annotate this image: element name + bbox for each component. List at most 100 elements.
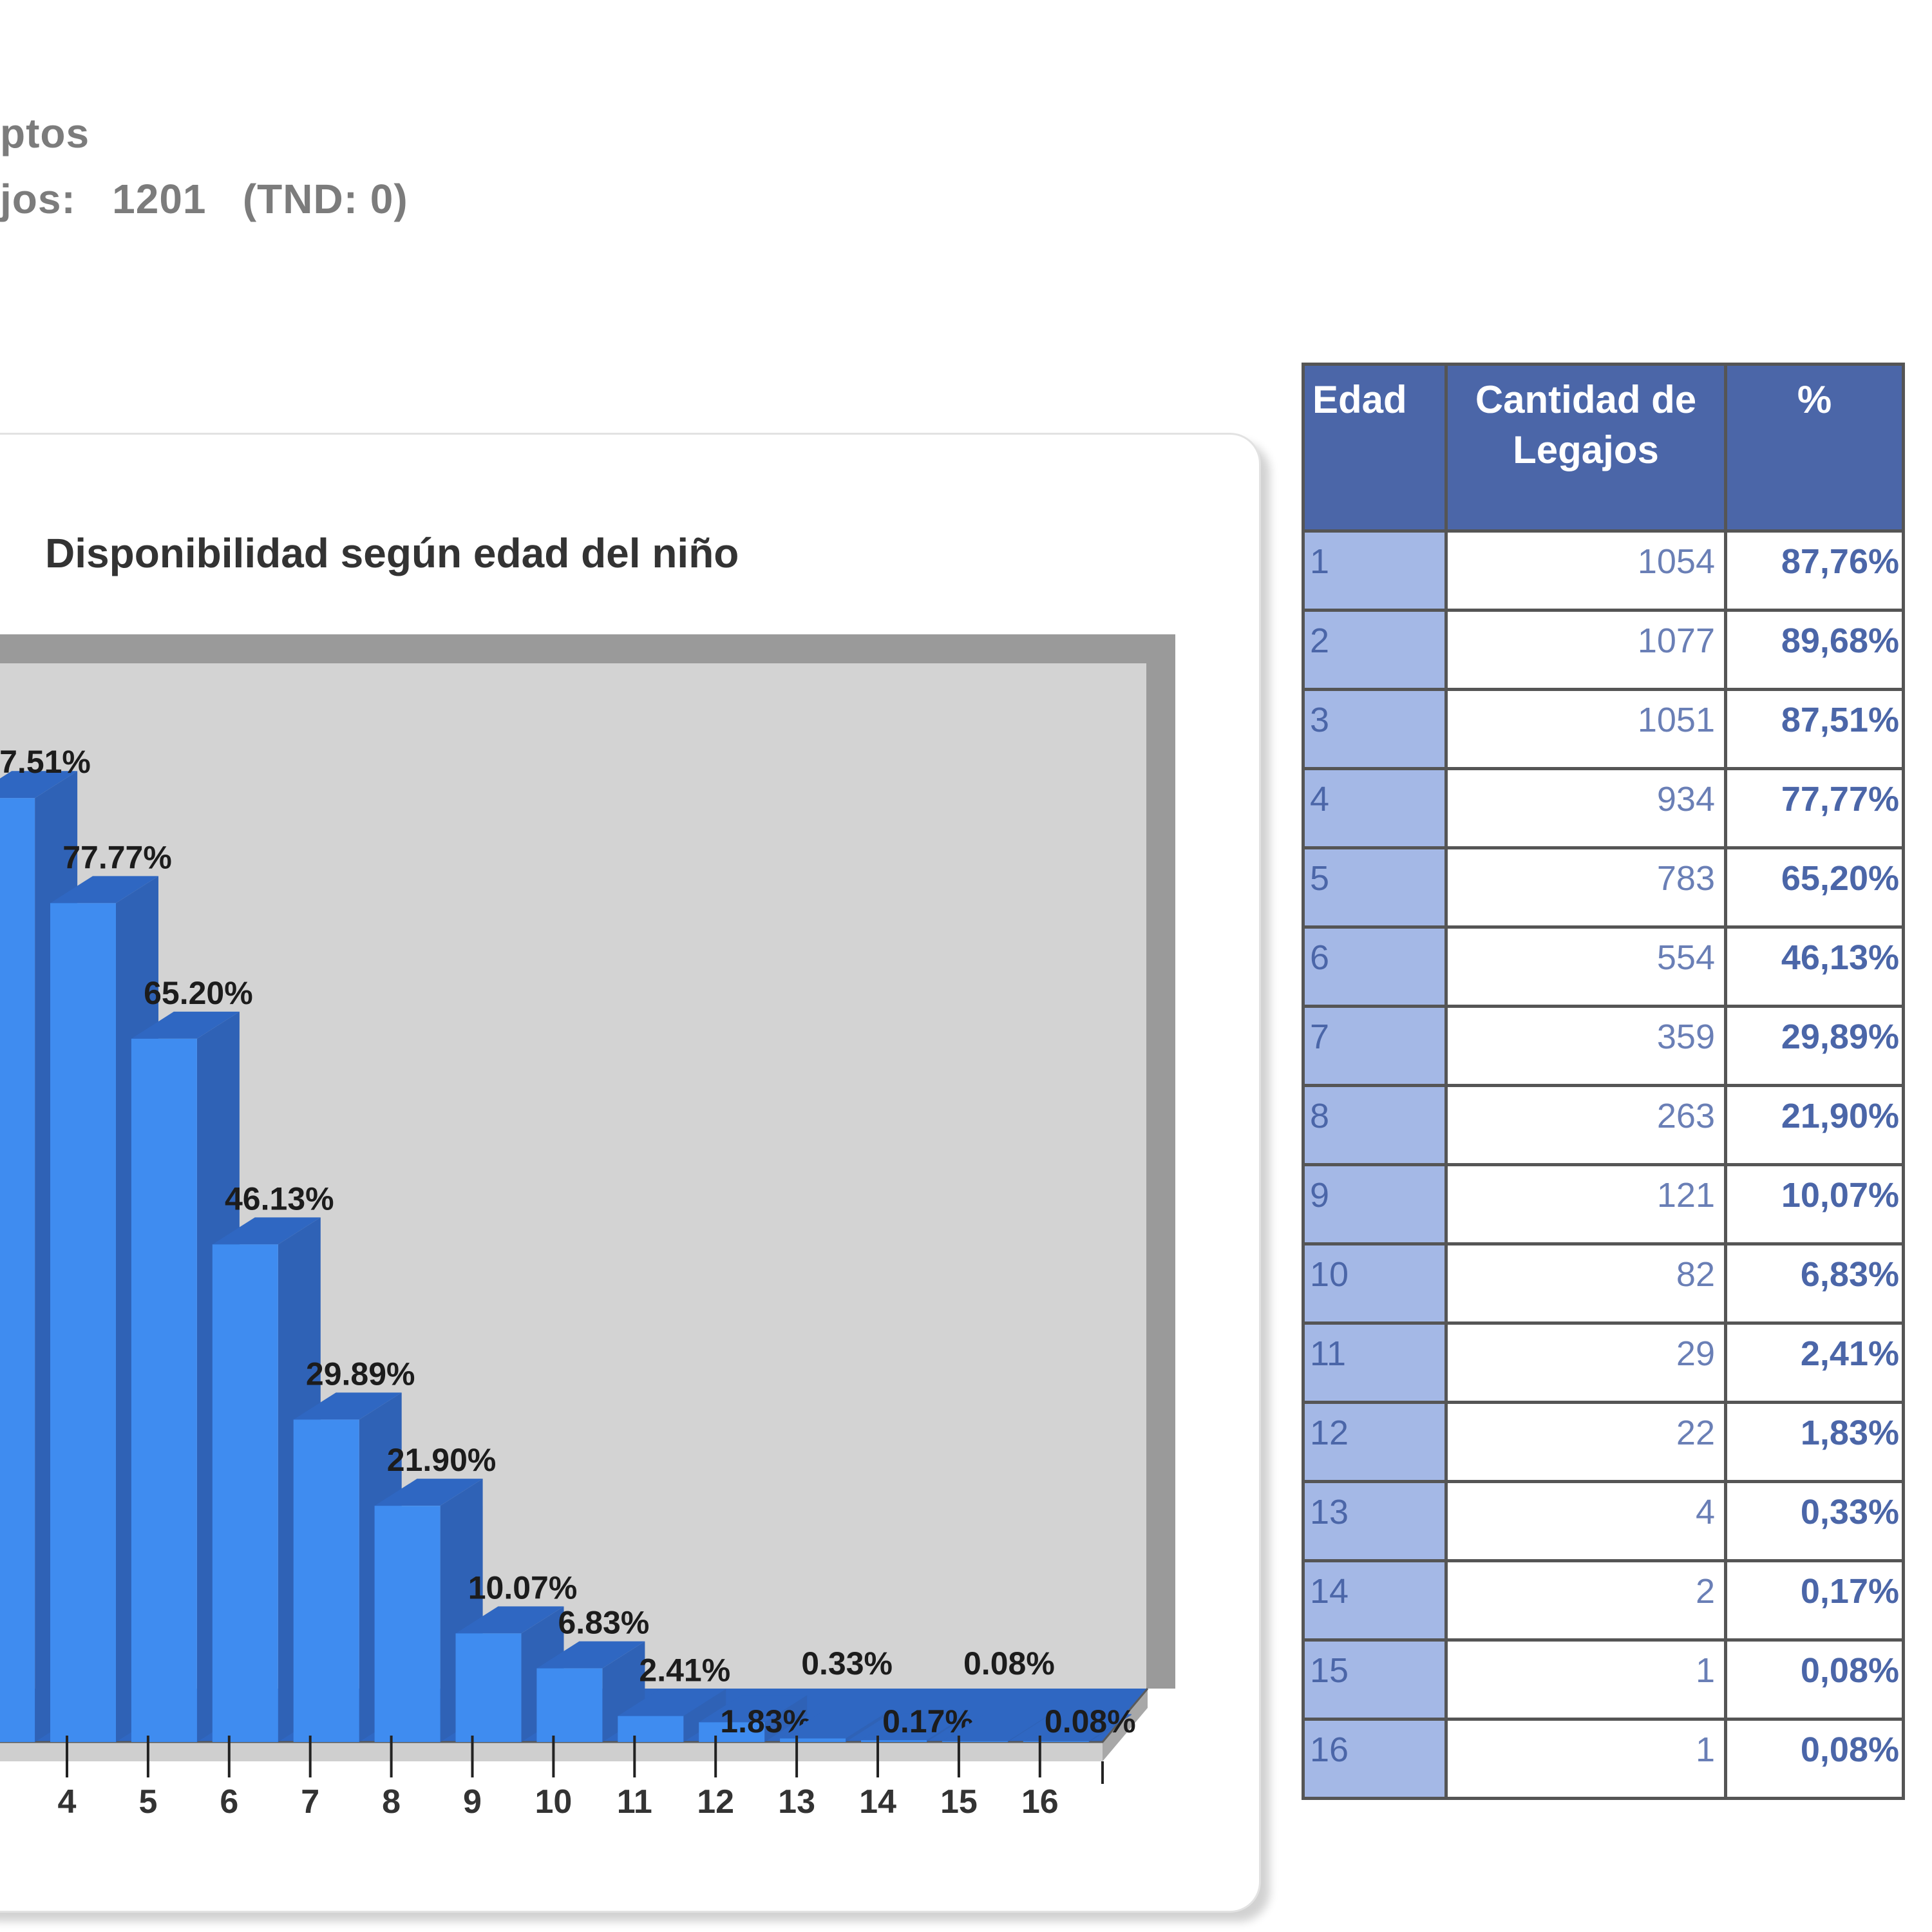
bar-8 xyxy=(374,1506,440,1742)
table-cell-pct: 87,76% xyxy=(1724,529,1905,612)
x-tick-label-11: 11 xyxy=(617,1783,652,1821)
bar-side-13 xyxy=(846,1711,889,1742)
table-row: 10 82 6,83% xyxy=(1302,1242,1905,1325)
table-cell-pct: 65,20% xyxy=(1724,846,1905,929)
table-row: 4 934 77,77% xyxy=(1302,767,1905,849)
bar-16 xyxy=(1023,1741,1089,1742)
table-row: 7 359 29,89% xyxy=(1302,1005,1905,1087)
column-header-cantidad-text: Cantidad de Legajos xyxy=(1475,378,1697,471)
bar-15 xyxy=(942,1741,1008,1742)
table-cell-cantidad: 783 xyxy=(1444,846,1727,929)
bar-top-7 xyxy=(293,1392,402,1420)
table-row: 15 1 0,08% xyxy=(1302,1638,1905,1721)
column-header-cantidad: Cantidad de Legajos xyxy=(1444,363,1727,533)
table-cell-pct: 29,89% xyxy=(1724,1005,1905,1087)
table-row: 16 1 0,08% xyxy=(1302,1718,1905,1800)
table-cell-edad: 14 xyxy=(1302,1559,1448,1642)
bar-top-15 xyxy=(942,1714,1050,1741)
bar-top-6 xyxy=(212,1217,321,1245)
header-tnd-count: (TND: 0) xyxy=(242,176,408,222)
data-label-16: 0.08% xyxy=(1045,1703,1136,1739)
bar-side-14 xyxy=(927,1713,969,1742)
table-row: 5 783 65,20% xyxy=(1302,846,1905,929)
data-label-6: 46.13% xyxy=(225,1180,334,1217)
table-cell-edad: 12 xyxy=(1302,1401,1448,1483)
bar-side-16 xyxy=(1088,1714,1132,1742)
table-row: 14 2 0,17% xyxy=(1302,1559,1905,1642)
bar-side-15 xyxy=(1007,1714,1050,1742)
table-row: 6 554 46,13% xyxy=(1302,925,1905,1008)
table-cell-pct: 0,08% xyxy=(1724,1718,1905,1800)
table-cell-edad: 9 xyxy=(1302,1163,1448,1245)
table-cell-pct: 6,83% xyxy=(1724,1242,1905,1325)
header-legajos-count: 1201 xyxy=(112,176,207,222)
bar-top-9 xyxy=(455,1606,564,1634)
table-row: 13 4 0,33% xyxy=(1302,1480,1905,1562)
data-label-7: 29.89% xyxy=(306,1356,415,1392)
table-cell-cantidad: 22 xyxy=(1444,1401,1727,1483)
table-cell-cantidad: 359 xyxy=(1444,1005,1727,1087)
bar-top-4 xyxy=(50,876,158,904)
data-label-10: 6.83% xyxy=(558,1605,650,1641)
table-cell-pct: 21,90% xyxy=(1724,1084,1905,1166)
table-cell-edad: 2 xyxy=(1302,609,1448,691)
table-row: 8 263 21,90% xyxy=(1302,1084,1905,1166)
table-cell-edad: 6 xyxy=(1302,925,1448,1008)
bar-4 xyxy=(50,903,116,1742)
table-cell-edad: 11 xyxy=(1302,1321,1448,1404)
bar-6 xyxy=(212,1244,278,1742)
header-line-1-text: ptos xyxy=(0,110,90,156)
x-tick-label-4: 4 xyxy=(58,1783,77,1821)
data-label-3: 87.51% xyxy=(0,744,91,780)
header-legajos-label: jos: xyxy=(0,176,76,222)
table-cell-cantidad: 4 xyxy=(1444,1480,1727,1562)
table-cell-edad: 13 xyxy=(1302,1480,1448,1562)
chart-floor-edge xyxy=(0,1742,1103,1761)
table-cell-edad: 4 xyxy=(1302,767,1448,849)
table-cell-pct: 0,08% xyxy=(1724,1638,1905,1721)
bar-13 xyxy=(780,1738,846,1742)
x-tick-label-15: 15 xyxy=(940,1783,978,1821)
table-cell-pct: 89,68% xyxy=(1724,609,1905,691)
table-cell-cantidad: 29 xyxy=(1444,1321,1727,1404)
x-tick-label-10: 10 xyxy=(535,1783,572,1821)
bar-top-5 xyxy=(131,1011,240,1039)
table-cell-edad: 16 xyxy=(1302,1718,1448,1800)
data-label-13: 0.33% xyxy=(801,1645,893,1681)
data-label-5: 65.20% xyxy=(144,975,253,1011)
table-cell-cantidad: 934 xyxy=(1444,767,1727,849)
bar-top-10 xyxy=(536,1641,645,1669)
chart-title: Disponibilidad según edad del niño xyxy=(45,530,739,576)
x-tick-label-14: 14 xyxy=(859,1783,896,1821)
bar-10 xyxy=(536,1668,603,1742)
data-label-8: 21.90% xyxy=(387,1442,497,1478)
data-label-4: 77.77% xyxy=(62,839,172,875)
x-tick-label-6: 6 xyxy=(220,1783,238,1821)
table-cell-edad: 8 xyxy=(1302,1084,1448,1166)
bar-top-16 xyxy=(1023,1714,1132,1741)
header-line-1: ptos xyxy=(0,109,90,157)
bar-top-12 xyxy=(699,1695,808,1723)
table-cell-cantidad: 1 xyxy=(1444,1638,1727,1721)
bar-chart: 87.51% 77.77% 65.20% 46.13% 29.89% 21.90% 10.0… xyxy=(0,634,1175,1821)
bar-3 xyxy=(0,798,35,1742)
bar-11 xyxy=(618,1716,684,1742)
bar-side-11 xyxy=(683,1689,726,1742)
bar-top-8 xyxy=(374,1479,483,1506)
table-cell-edad: 7 xyxy=(1302,1005,1448,1087)
table-cell-pct: 0,17% xyxy=(1724,1559,1905,1642)
table-row: 12 22 1,83% xyxy=(1302,1401,1905,1483)
table-cell-cantidad: 1051 xyxy=(1444,688,1727,770)
column-header-pct: % xyxy=(1724,363,1905,533)
data-label-9: 10.07% xyxy=(468,1569,578,1605)
data-label-11: 2.41% xyxy=(639,1653,730,1689)
data-label-15: 0.08% xyxy=(963,1645,1055,1681)
table-cell-edad: 3 xyxy=(1302,688,1448,770)
table-cell-pct: 1,83% xyxy=(1724,1401,1905,1483)
table-row: 1 1054 87,76% xyxy=(1302,529,1905,612)
header-line-2: jos: 1201 (TND: 0) xyxy=(0,175,408,223)
chart-floor-side xyxy=(1103,1689,1148,1761)
table-row: 2 1077 89,68% xyxy=(1302,609,1905,691)
table-cell-cantidad: 1054 xyxy=(1444,529,1727,612)
table-cell-cantidad: 82 xyxy=(1444,1242,1727,1325)
